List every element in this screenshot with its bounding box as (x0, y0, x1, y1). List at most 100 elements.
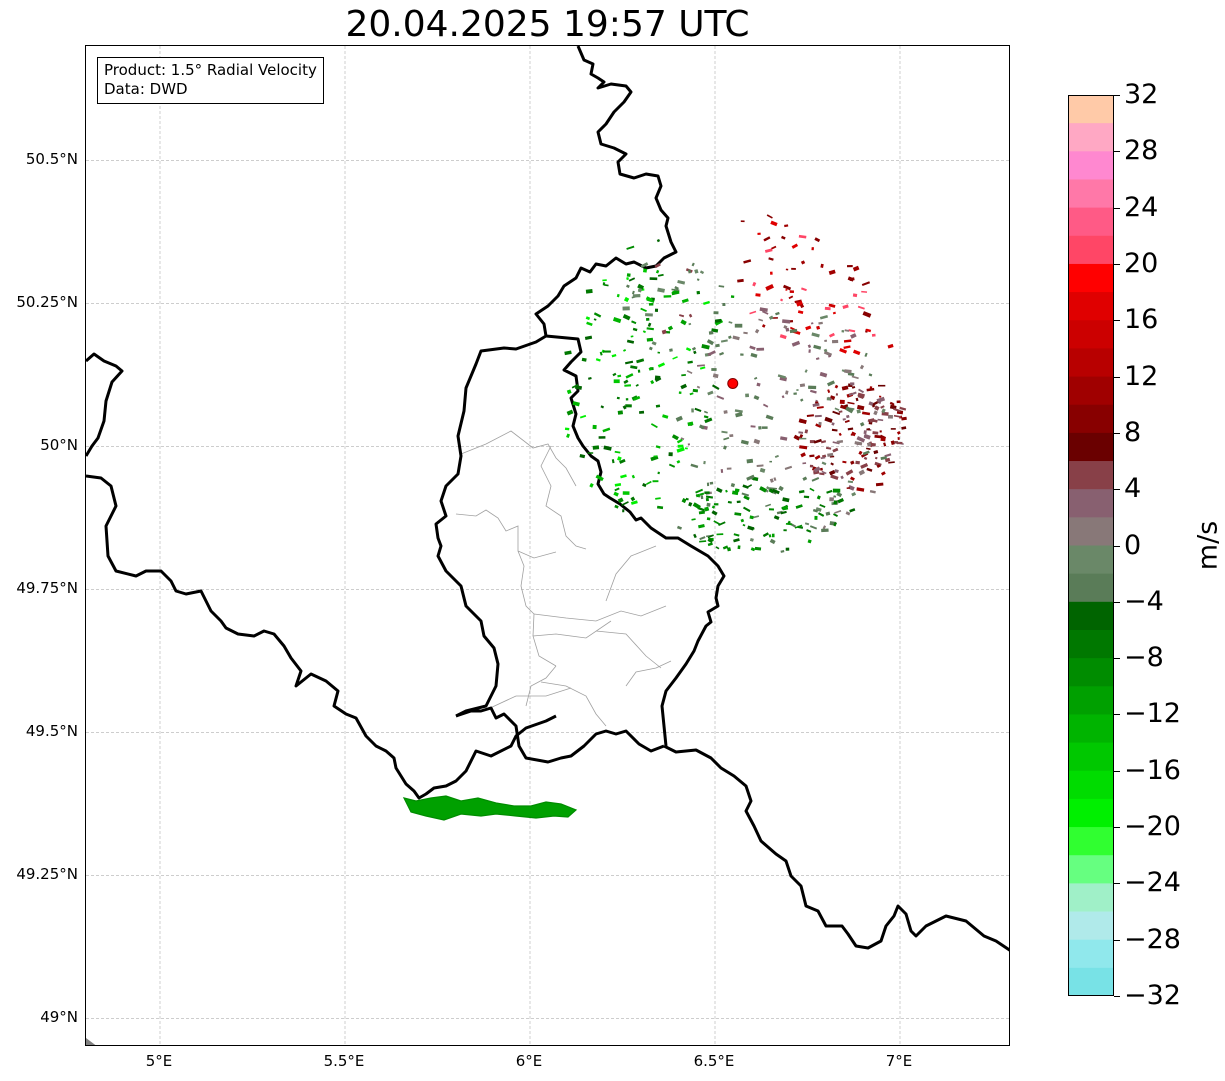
radar-echo (709, 481, 714, 485)
radar-echo (696, 278, 700, 281)
radar-echo (762, 310, 769, 315)
colorbar-tick-label: −16 (1124, 754, 1181, 786)
radar-echo (642, 268, 648, 273)
radar-echo (599, 351, 603, 356)
radar-echo (711, 505, 716, 509)
radar-echo (652, 480, 659, 483)
radar-echo (800, 398, 804, 402)
radar-echo (593, 312, 602, 318)
radar-echo (728, 321, 733, 324)
radar-echo (857, 394, 864, 400)
radar-echo (892, 403, 895, 407)
radar-echo (699, 270, 705, 275)
radar-echo (896, 441, 903, 445)
radar-echo (685, 347, 692, 352)
radar-echo (847, 480, 854, 484)
radar-echo (869, 490, 876, 494)
colorbar-segment (1068, 235, 1114, 265)
radar-echo (873, 450, 879, 455)
radar-echo (879, 395, 882, 398)
french-border-west (86, 474, 557, 800)
radar-echo (798, 418, 807, 425)
radar-echo (804, 429, 809, 434)
graticule (86, 46, 1009, 1045)
radar-echo (866, 442, 872, 447)
radar-echo (603, 445, 612, 451)
radar-echo (684, 447, 688, 450)
radar-echo (687, 443, 691, 446)
radar-echo (773, 515, 780, 521)
radar-echo (645, 313, 653, 317)
radar-echo (818, 421, 822, 426)
radar-echo (701, 344, 710, 350)
radar-echo (711, 510, 718, 516)
radar-echo (640, 307, 647, 312)
radar-echo (809, 440, 815, 444)
radar-echo (791, 340, 801, 347)
radar-echo (797, 310, 804, 315)
radar-echo (847, 401, 855, 405)
radar-echo (691, 518, 696, 521)
radar-echo (836, 492, 843, 498)
radar-echo (587, 377, 592, 380)
radar-echo (747, 484, 753, 488)
colorbar-segment (1068, 348, 1114, 378)
radar-echo (876, 396, 886, 403)
radar-echo (848, 329, 856, 333)
radar-echo (602, 350, 611, 353)
radar-echo (750, 352, 758, 358)
radar-echo (816, 495, 821, 500)
radar-echo (697, 364, 705, 367)
map-panel[interactable] (85, 45, 1010, 1046)
radar-echo (655, 445, 661, 449)
radar-echo (650, 423, 658, 429)
radar-echo (821, 461, 827, 466)
colorbar-segment (1068, 432, 1114, 462)
radar-echo (750, 425, 756, 428)
radar-echo (681, 373, 686, 377)
radar-echo (809, 454, 815, 458)
radar-echo (746, 458, 754, 464)
radar-echo (655, 269, 660, 274)
radar-echo (829, 332, 835, 338)
radar-echo (602, 279, 607, 282)
colorbar-tick-mark (1114, 658, 1120, 660)
radar-echo (687, 421, 694, 427)
colorbar-segment (1068, 658, 1114, 687)
latitude-tick-label: 49.75°N (16, 579, 78, 598)
radar-echo (821, 470, 827, 475)
colorbar-tick-mark (1114, 489, 1120, 491)
radar-echo (839, 399, 845, 405)
colorbar-unit-label: m/s (1192, 520, 1224, 571)
radar-echo (829, 469, 836, 476)
radar-echo (850, 333, 857, 339)
radar-echo (874, 456, 878, 460)
radar-echo (781, 235, 786, 240)
radar-echo (581, 357, 587, 362)
radar-echo (706, 339, 715, 346)
radar-echo (631, 474, 635, 479)
belgian-border-west (86, 352, 124, 457)
radar-echo (735, 412, 743, 418)
radar-echo (852, 265, 860, 272)
radar-echo (876, 464, 881, 469)
country-borders (86, 46, 1009, 952)
radar-echo (695, 488, 704, 494)
luxembourg-border-west (434, 334, 547, 718)
radar-echo (842, 418, 846, 421)
radar-echo (857, 305, 865, 310)
radar-echo (862, 311, 872, 318)
radar-echo (625, 398, 629, 401)
radar-echo (703, 410, 708, 414)
colorbar-tick-label: −4 (1124, 585, 1164, 617)
radar-echo (813, 466, 821, 473)
radar-echo (624, 384, 632, 387)
radar-echo (680, 383, 687, 390)
radar-echo (716, 533, 724, 536)
radar-echo (768, 315, 774, 320)
radar-echo (783, 529, 787, 532)
colorbar-segment (1068, 855, 1114, 884)
radar-echo (653, 455, 658, 458)
radar-echo (844, 419, 850, 424)
colorbar-segment (1068, 376, 1114, 406)
